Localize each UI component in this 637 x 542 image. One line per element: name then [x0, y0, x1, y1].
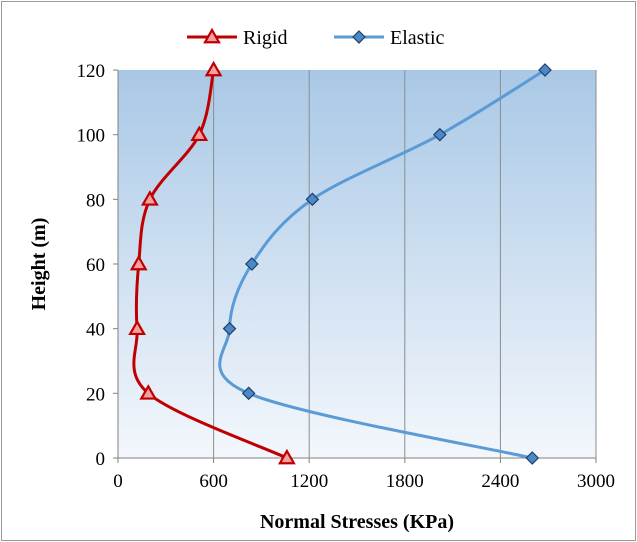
data-point-elastic: [222, 321, 237, 336]
y-tick-label: 40: [86, 320, 105, 341]
y-axis-title: Height (m): [28, 218, 50, 311]
y-tick-label: 80: [86, 190, 105, 211]
legend-label-rigid: Rigid: [243, 27, 287, 49]
legend: Rigid Elastic: [187, 27, 445, 49]
data-point-rigid: [140, 190, 159, 206]
y-tick-label: 20: [86, 384, 105, 405]
data-point-rigid: [204, 60, 223, 77]
x-tick-label: 1200: [290, 471, 328, 492]
data-point-elastic: [305, 192, 320, 207]
x-tick-label: 1800: [386, 471, 424, 492]
x-tick-label: 600: [199, 471, 228, 492]
data-point-elastic: [244, 257, 259, 271]
legend-marker-elastic: [352, 30, 366, 44]
data-point-rigid: [190, 125, 209, 142]
data-point-elastic: [538, 63, 552, 77]
legend-label-elastic: Elastic: [390, 27, 445, 49]
y-tick-label: 60: [86, 255, 105, 276]
data-point-elastic: [241, 386, 256, 401]
data-point-rigid: [128, 319, 147, 336]
y-tick-label: 120: [77, 61, 106, 82]
x-tick-label: 0: [113, 471, 123, 492]
data-point-rigid: [277, 448, 296, 465]
y-tick-label: 100: [77, 126, 106, 147]
y-tick-label: 0: [96, 449, 106, 470]
x-tick-label: 2400: [481, 471, 519, 492]
legend-marker-rigid: [203, 27, 221, 44]
x-axis-title: Normal Stresses (KPa): [260, 511, 454, 533]
plot-area: [118, 70, 596, 458]
data-point-elastic: [433, 127, 447, 142]
x-tick-label: 3000: [577, 471, 615, 492]
data-point-elastic: [525, 451, 540, 465]
data-point-rigid: [129, 254, 148, 271]
data-point-rigid: [139, 384, 158, 400]
